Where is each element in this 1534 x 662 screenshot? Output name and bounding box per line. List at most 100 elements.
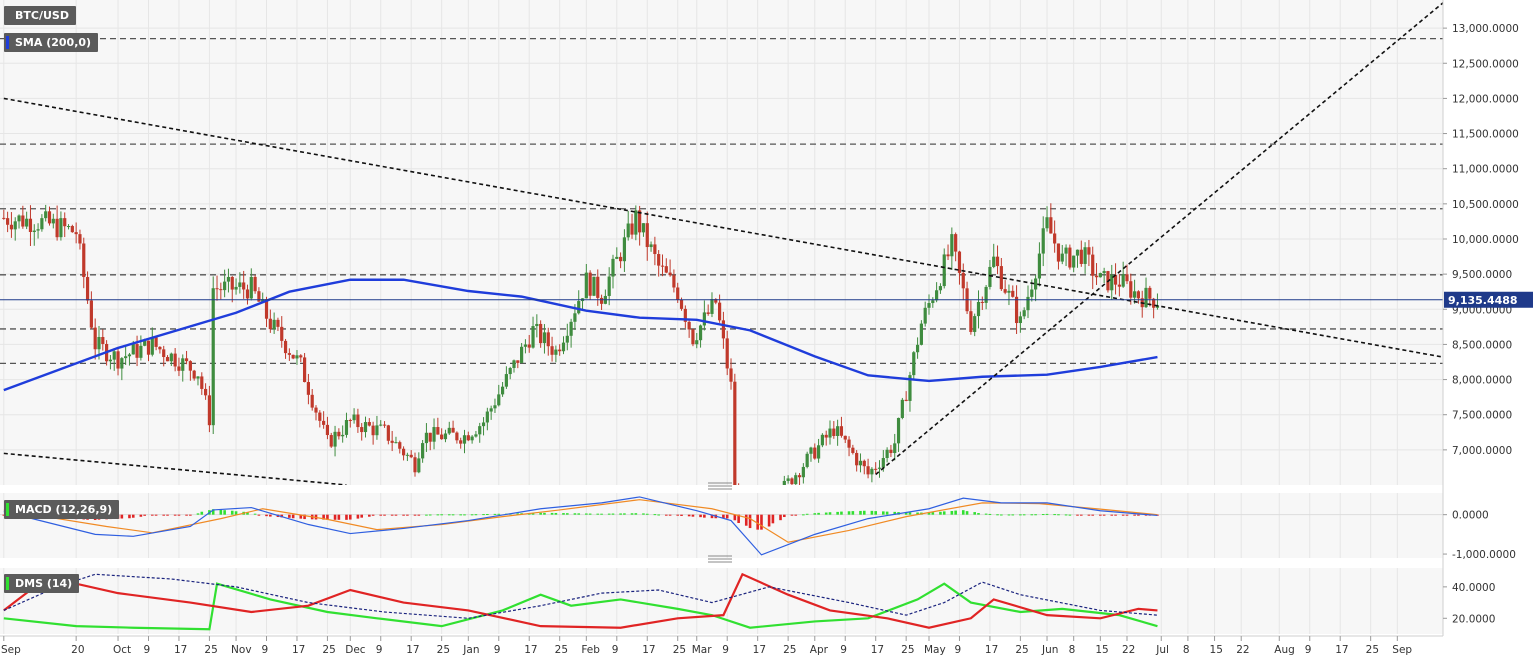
candle-body bbox=[165, 357, 170, 362]
panel-resize-handle[interactable] bbox=[708, 482, 732, 490]
candle-body bbox=[611, 258, 615, 277]
macd-histogram-bar bbox=[265, 514, 268, 517]
candle-body bbox=[398, 442, 402, 449]
price-panel-label[interactable]: BTC/USD bbox=[4, 6, 76, 25]
candle-body bbox=[660, 265, 665, 267]
candle-body bbox=[599, 297, 604, 304]
candle-body bbox=[238, 282, 242, 287]
macd-histogram-bar bbox=[874, 511, 877, 515]
candle-body bbox=[714, 299, 718, 303]
candle-body bbox=[805, 453, 809, 467]
candle-body bbox=[17, 215, 21, 222]
macd-histogram-bar bbox=[771, 514, 775, 524]
macd-histogram-bar bbox=[577, 513, 581, 515]
trendline-ascending bbox=[875, 1, 1443, 476]
candle-body bbox=[432, 427, 436, 442]
x-axis-tick-label: 9 bbox=[722, 644, 729, 656]
macd-histogram-bar bbox=[1079, 514, 1083, 516]
candle-body bbox=[1087, 247, 1091, 255]
candle-body bbox=[143, 340, 147, 346]
candle-body bbox=[588, 272, 592, 296]
candle-body bbox=[268, 318, 272, 330]
macd-histogram-bar bbox=[1102, 514, 1106, 516]
candle-body bbox=[847, 439, 851, 448]
candle-body bbox=[215, 288, 219, 290]
candle-body bbox=[706, 312, 710, 314]
candle-body bbox=[619, 256, 623, 262]
candle-body bbox=[2, 217, 6, 219]
macd-histogram-bar bbox=[1019, 514, 1022, 516]
candle-body bbox=[908, 375, 912, 401]
macd-histogram-bar bbox=[847, 511, 851, 515]
macd-histogram-bar bbox=[288, 514, 291, 518]
macd-histogram-bar bbox=[173, 514, 177, 516]
candle-body bbox=[676, 287, 680, 300]
macd-histogram-bar bbox=[303, 514, 306, 520]
macd-histogram-bar bbox=[120, 514, 124, 519]
macd-histogram-bar bbox=[996, 514, 999, 516]
candle-body bbox=[1068, 247, 1072, 268]
macd-histogram-bar bbox=[436, 514, 440, 516]
candle-body bbox=[1136, 291, 1141, 299]
macd-histogram-bar bbox=[882, 511, 885, 515]
candle-body bbox=[927, 303, 931, 308]
candle-body bbox=[961, 272, 965, 289]
macd-histogram-bar bbox=[417, 514, 421, 516]
candle-body bbox=[390, 440, 394, 443]
candle-body bbox=[809, 447, 813, 454]
macd-histogram-bar bbox=[851, 511, 855, 515]
macd-histogram-bar bbox=[1007, 514, 1011, 516]
macd-indicator-label[interactable]: MACD (12,26,9) bbox=[4, 500, 120, 519]
candle-body bbox=[306, 382, 310, 395]
x-axis-tick-label: 22 bbox=[1236, 644, 1249, 656]
macd-histogram-bar bbox=[360, 514, 364, 518]
x-axis-tick-label: 9 bbox=[612, 644, 619, 656]
sma-indicator-label[interactable]: SMA (200,0) bbox=[4, 33, 99, 52]
candle-body bbox=[1022, 310, 1026, 317]
candle-body bbox=[405, 454, 409, 456]
candle-body bbox=[836, 426, 840, 436]
macd-histogram-bar bbox=[406, 514, 409, 516]
candle-body bbox=[85, 277, 90, 301]
candle-body bbox=[120, 358, 124, 369]
candle-body bbox=[893, 443, 897, 454]
candle-body bbox=[668, 272, 672, 276]
candle-body bbox=[1125, 274, 1129, 282]
candle-body bbox=[516, 360, 520, 363]
price-axis-tick-label: 12,500.0000 bbox=[1452, 58, 1519, 70]
candle-body bbox=[188, 361, 192, 371]
candle-body bbox=[862, 460, 866, 467]
panel-resize-handle[interactable] bbox=[708, 555, 732, 563]
x-axis-tick-label: 17 bbox=[871, 644, 884, 656]
macd-histogram-bar bbox=[725, 514, 729, 519]
candle-body bbox=[295, 355, 299, 359]
macd-histogram-bar bbox=[988, 513, 992, 515]
candle-body bbox=[535, 323, 539, 327]
candle-body bbox=[51, 218, 55, 224]
macd-histogram-bar bbox=[326, 514, 329, 520]
macd-histogram-bar bbox=[154, 514, 158, 516]
macd-histogram-bar bbox=[939, 511, 942, 515]
macd-histogram-bar bbox=[1034, 514, 1037, 516]
dms-indicator-label[interactable]: DMS (14) bbox=[4, 574, 80, 593]
candle-body bbox=[657, 254, 661, 266]
candle-body bbox=[874, 468, 878, 470]
macd-histogram-bar bbox=[573, 513, 577, 515]
macd-histogram-bar bbox=[805, 513, 809, 515]
candle-body bbox=[440, 434, 444, 440]
candle-body bbox=[950, 234, 954, 257]
candle-body bbox=[954, 234, 958, 252]
candle-body bbox=[1011, 290, 1015, 297]
macd-histogram-bar bbox=[676, 514, 680, 516]
macd-histogram-bar bbox=[783, 514, 786, 518]
price-axis-tick-label: 7,000.0000 bbox=[1452, 445, 1512, 457]
candle-body bbox=[1045, 217, 1049, 229]
macd-histogram-bar bbox=[425, 514, 428, 516]
candle-body bbox=[192, 370, 196, 379]
candle-body bbox=[672, 275, 676, 288]
candle-body bbox=[1053, 233, 1057, 244]
candle-body bbox=[938, 286, 943, 291]
candle-body bbox=[1129, 281, 1133, 298]
candle-body bbox=[162, 349, 166, 358]
